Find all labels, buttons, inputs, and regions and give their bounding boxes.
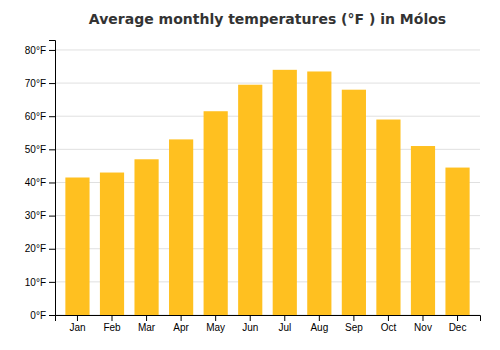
y-tick-mark — [49, 216, 55, 217]
x-tick: May — [206, 315, 225, 333]
x-tick: Jan — [69, 315, 85, 333]
x-tick: Apr — [173, 315, 189, 333]
y-tick-label: 60°F — [25, 111, 46, 122]
y-tick-mark — [49, 50, 55, 51]
x-tick-mark — [77, 315, 78, 321]
bar — [169, 139, 193, 315]
y-tick: 80°F — [25, 45, 55, 56]
y-tick: 40°F — [25, 177, 55, 188]
y-tick: 10°F — [25, 277, 55, 288]
x-tick-mark — [215, 315, 216, 321]
y-tick-label: 0°F — [30, 310, 46, 321]
grid-line — [55, 83, 480, 84]
x-tick-label: Jun — [242, 322, 258, 333]
y-tick: 50°F — [25, 144, 55, 155]
y-tick-label: 40°F — [25, 177, 46, 188]
bars — [65, 70, 469, 315]
x-tick-label: Jul — [278, 322, 291, 333]
bar — [445, 168, 469, 315]
x-tick-label: Jan — [69, 322, 85, 333]
bar — [342, 90, 366, 315]
y-tick-label: 80°F — [25, 45, 46, 56]
x-tick: Jun — [242, 315, 258, 333]
x-tick: Dec — [449, 315, 467, 333]
x-tick-label: Nov — [414, 322, 432, 333]
y-tick-label: 50°F — [25, 144, 46, 155]
x-tick-mark — [250, 315, 251, 321]
y-tick-mark — [49, 282, 55, 283]
x-tick-label: May — [206, 322, 225, 333]
y-tick: 70°F — [25, 78, 55, 89]
bar — [411, 146, 435, 315]
y-tick: 60°F — [25, 111, 55, 122]
y-tick-label: 70°F — [25, 78, 46, 89]
y-tick-label: 30°F — [25, 210, 46, 221]
y-tick-mark — [49, 149, 55, 150]
y-tick-label: 20°F — [25, 243, 46, 254]
bar — [238, 85, 262, 315]
y-tick-mark — [49, 249, 55, 250]
x-tick-mark — [181, 315, 182, 321]
x-axis: Jan Feb Mar Apr May Jun Jul Aug Sep Oct Nov Dec — [56, 315, 481, 333]
x-axis-line — [56, 316, 481, 322]
bar — [204, 111, 228, 315]
x-tick: Nov — [414, 315, 432, 333]
x-tick-label: Aug — [310, 322, 328, 333]
x-tick-mark — [388, 315, 389, 321]
bar — [100, 173, 124, 315]
grid-line — [55, 49, 480, 50]
x-tick-mark — [284, 315, 285, 321]
x-tick-label: Oct — [381, 322, 397, 333]
x-tick-label: Mar — [138, 322, 156, 333]
grid-line — [55, 116, 480, 117]
y-tick-mark — [49, 315, 55, 316]
x-tick: Jul — [278, 315, 291, 333]
x-tick-label: Apr — [173, 322, 189, 333]
x-tick-label: Dec — [449, 322, 467, 333]
x-tick-mark — [353, 315, 354, 321]
chart-container: Jan Feb Mar Apr May Jun Jul Aug Sep Oct Nov Dec 0°F 1… — [0, 0, 500, 350]
x-tick-mark — [422, 315, 423, 321]
bar — [65, 178, 89, 316]
y-axis: 0°F 10°F 20°F 30°F 40°F 50°F 60°F 70°F 80°F — [25, 41, 56, 321]
title: Average monthly temperatures (°F ) in Mó… — [89, 11, 446, 27]
y-axis-line — [49, 41, 56, 316]
x-tick: Sep — [345, 315, 363, 333]
x-tick-mark — [319, 315, 320, 321]
bar — [273, 70, 297, 315]
x-tick-mark — [112, 315, 113, 321]
x-tick: Oct — [381, 315, 397, 333]
x-tick: Mar — [138, 315, 156, 333]
y-tick-mark — [49, 116, 55, 117]
x-tick-label: Feb — [103, 322, 121, 333]
x-tick-label: Sep — [345, 322, 363, 333]
bar — [376, 120, 400, 315]
grid — [55, 50, 480, 315]
y-tick-mark — [49, 182, 55, 183]
y-tick-mark — [49, 83, 55, 84]
plot: Jan Feb Mar Apr May Jun Jul Aug Sep Oct Nov Dec 0°F 1… — [25, 41, 481, 334]
y-tick-label: 10°F — [25, 277, 46, 288]
chart-svg: Jan Feb Mar Apr May Jun Jul Aug Sep Oct Nov Dec 0°F 1… — [0, 0, 500, 350]
bar — [307, 71, 331, 315]
x-tick: Feb — [103, 315, 121, 333]
y-tick: 20°F — [25, 243, 55, 254]
x-tick: Aug — [310, 315, 328, 333]
bar — [134, 159, 158, 315]
x-tick-mark — [457, 315, 458, 321]
y-tick: 30°F — [25, 210, 55, 221]
x-tick-mark — [146, 315, 147, 321]
y-tick: 0°F — [30, 310, 55, 321]
